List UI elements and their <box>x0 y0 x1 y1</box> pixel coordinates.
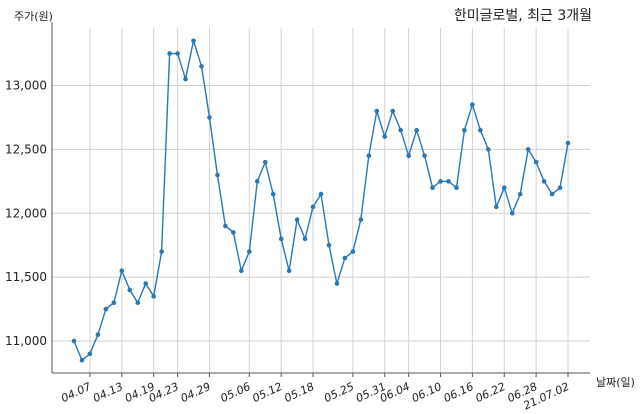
x-axis-label: 날짜(일) <box>596 375 635 389</box>
data-point <box>119 268 125 274</box>
data-point <box>406 153 411 159</box>
price-line <box>73 38 569 362</box>
data-point <box>254 179 260 184</box>
data-point <box>262 159 268 165</box>
data-point <box>557 185 563 191</box>
data-point <box>167 51 172 56</box>
x-tick-label: 04.13 <box>91 380 125 405</box>
data-point <box>95 332 101 337</box>
data-point <box>374 108 380 114</box>
data-point <box>565 140 571 146</box>
x-tick-label: 05.12 <box>250 380 284 405</box>
data-point <box>223 223 228 229</box>
data-point <box>350 249 356 254</box>
data-point <box>302 236 308 242</box>
data-point <box>478 127 483 133</box>
data-point <box>151 294 156 299</box>
data-point <box>509 210 515 216</box>
grid <box>52 28 590 373</box>
data-point <box>294 217 300 222</box>
x-tick-label: 06.10 <box>410 380 444 405</box>
y-tick-labels: 11,000 11,500 12,000 12,500 13,000 <box>5 79 47 349</box>
data-point <box>191 38 196 44</box>
data-point <box>358 217 364 222</box>
data-point <box>207 115 212 120</box>
data-point <box>366 153 372 159</box>
data-point <box>135 300 141 306</box>
axes <box>51 22 590 377</box>
data-point <box>501 185 507 191</box>
x-tick-label: 05.18 <box>282 380 316 405</box>
data-point <box>175 51 180 56</box>
data-point <box>239 268 244 274</box>
data-point <box>549 191 555 197</box>
data-point <box>310 204 316 210</box>
data-point <box>517 191 523 197</box>
y-tick-label: 12,000 <box>5 206 47 220</box>
data-point <box>398 127 403 133</box>
x-tick-label: 06.16 <box>442 380 476 405</box>
data-point <box>270 191 276 197</box>
data-point <box>470 102 475 107</box>
y-tick-label: 13,000 <box>5 79 47 93</box>
data-point <box>246 249 252 254</box>
y-tick-label: 12,500 <box>5 142 47 156</box>
series-points <box>71 38 571 363</box>
data-point <box>318 191 324 197</box>
data-point <box>462 127 467 133</box>
data-point <box>71 338 77 344</box>
y-tick-label: 11,500 <box>5 270 47 284</box>
data-point <box>286 268 292 274</box>
data-point <box>422 153 427 159</box>
data-point <box>446 179 451 184</box>
data-point <box>326 242 332 248</box>
x-tick-label: 04.29 <box>179 380 213 405</box>
data-point <box>486 147 491 152</box>
data-point <box>382 134 388 139</box>
data-point <box>111 300 117 306</box>
data-point <box>342 255 348 261</box>
data-point <box>390 108 396 114</box>
x-tick-label: 06.22 <box>473 380 507 405</box>
x-tick-label: 05.06 <box>219 380 253 405</box>
data-point <box>215 172 220 178</box>
chart-title: 한미글로벌, 최근 3개월 <box>454 8 592 24</box>
series-line <box>73 38 569 362</box>
data-point <box>199 64 204 69</box>
data-point <box>278 236 284 242</box>
data-point <box>533 159 539 165</box>
y-tick-label: 11,000 <box>5 334 47 348</box>
data-point <box>414 127 419 133</box>
data-point <box>454 185 459 191</box>
data-point <box>127 287 133 293</box>
data-point <box>103 306 109 312</box>
data-point <box>525 147 531 152</box>
data-point <box>79 357 85 363</box>
data-point <box>430 185 435 191</box>
data-point <box>493 204 499 210</box>
data-point <box>143 281 149 286</box>
data-point <box>231 230 236 235</box>
data-point <box>334 281 340 286</box>
data-point <box>87 351 93 357</box>
x-tick-label: 05.25 <box>322 380 356 405</box>
y-axis-label: 주가(원) <box>14 10 53 23</box>
data-point <box>541 179 547 184</box>
data-point <box>159 249 164 254</box>
data-point <box>183 76 188 82</box>
data-point <box>438 179 443 184</box>
x-tick-label: 04.07 <box>59 380 93 405</box>
